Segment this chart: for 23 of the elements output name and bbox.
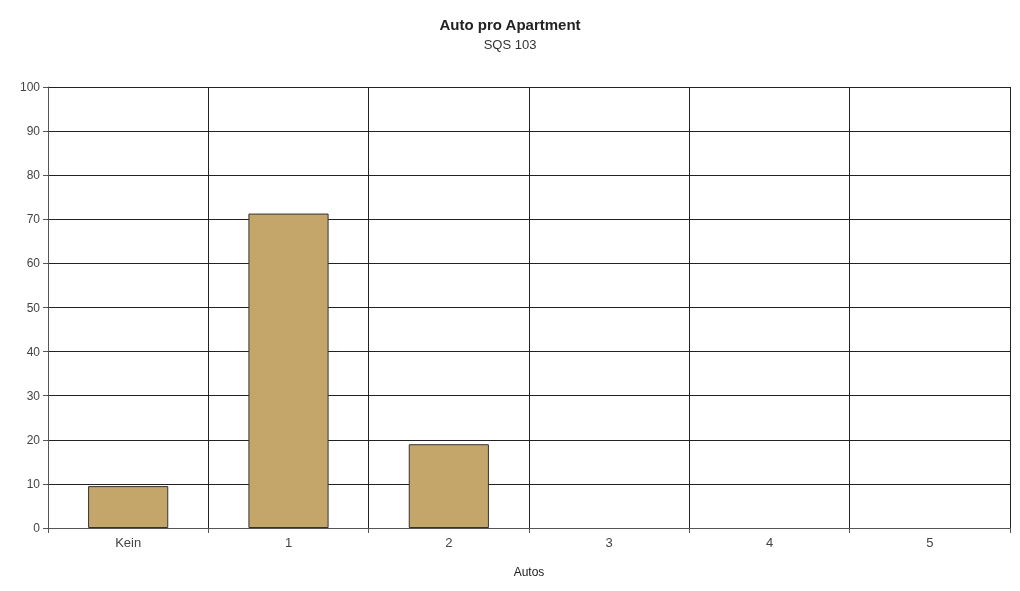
y-tick-label: 0 [33,521,41,535]
y-tick-label: 60 [26,256,41,271]
y-tick-label: 90 [26,124,41,139]
chart-subtitle: SQS 103 [483,37,537,52]
x-tick-label: 3 [605,535,613,550]
x-tick-label: 2 [445,535,453,550]
x-tick-label: 1 [284,535,293,550]
x-tick-label: Kein [115,535,142,550]
y-tick-label: 70 [26,212,41,227]
y-tick-label: 80 [26,168,41,183]
bar [248,213,329,528]
bar [408,444,489,528]
y-tick-label: 10 [26,476,41,491]
y-tick-label: 100 [19,80,41,94]
y-tick-label: 40 [26,344,41,359]
x-tick-label: 4 [765,535,774,550]
y-tick-label: 20 [26,432,41,447]
y-tick-label: 50 [26,300,41,315]
bar [88,486,169,528]
y-tick-label: 30 [26,388,41,403]
chart-title: Auto pro Apartment [439,16,581,33]
x-tick-label: 5 [926,535,934,550]
x-axis-title: Autos [513,565,545,579]
